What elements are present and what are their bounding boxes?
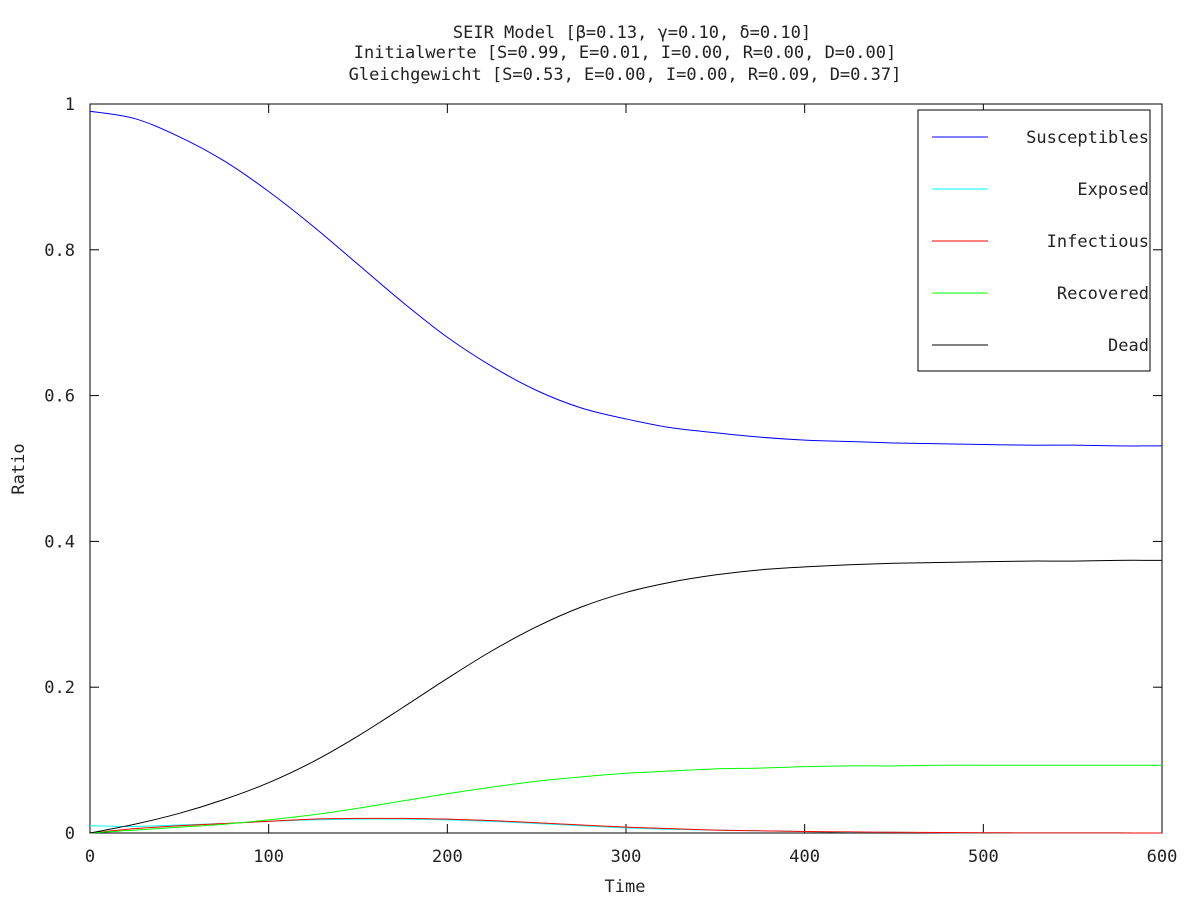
chart-ticks: 0 100 200 300 400 500 600 0 0.2 0.4 0.6 0.8 1 — [44, 95, 1177, 867]
series-line-recovered — [89, 764, 1162, 834]
x-tick-label: 600 — [1147, 847, 1178, 867]
y-tick-label: 0 — [65, 824, 75, 844]
legend-label-susceptibles: Susceptibles — [1026, 128, 1149, 148]
title-line-3: Gleichgewicht [S=0.53, E=0.00, I=0.00, R… — [349, 65, 902, 85]
x-tick-label: 300 — [611, 847, 642, 867]
x-axis-label: Time — [605, 877, 646, 897]
title-line-1: SEIR Model [β=0.13, γ=0.10, δ=0.10] — [453, 23, 811, 43]
legend-label-infectious: Infectious — [1047, 232, 1149, 252]
x-tick-label: 100 — [253, 847, 284, 867]
title-line-2: Initialwerte [S=0.99, E=0.01, I=0.00, R=… — [354, 43, 896, 63]
chart-series — [89, 110, 1163, 834]
series-line-infectious — [89, 817, 1163, 834]
legend-label-recovered: Recovered — [1057, 284, 1149, 304]
x-tick-label: 200 — [432, 847, 463, 867]
series-line-susceptibles — [89, 110, 1163, 447]
legend-label-dead: Dead — [1108, 336, 1149, 356]
y-tick-label: 0.6 — [44, 387, 75, 407]
series-line-dead — [89, 559, 1163, 834]
y-tick-label: 0.2 — [44, 678, 75, 698]
x-tick-label: 500 — [968, 847, 999, 867]
chart-legend: Susceptibles Exposed Infectious Recovered De… — [917, 109, 1151, 372]
chart-title: SEIR Model [β=0.13, γ=0.10, δ=0.10] Init… — [349, 23, 902, 85]
x-tick-label: 400 — [789, 847, 820, 867]
x-tick-label: 0 — [85, 847, 95, 867]
y-tick-label: 0.4 — [44, 532, 75, 552]
y-tick-label: 0.8 — [44, 241, 75, 261]
y-tick-label: 1 — [65, 95, 75, 115]
legend-label-exposed: Exposed — [1077, 180, 1149, 200]
y-axis-label: Ratio — [9, 443, 29, 494]
